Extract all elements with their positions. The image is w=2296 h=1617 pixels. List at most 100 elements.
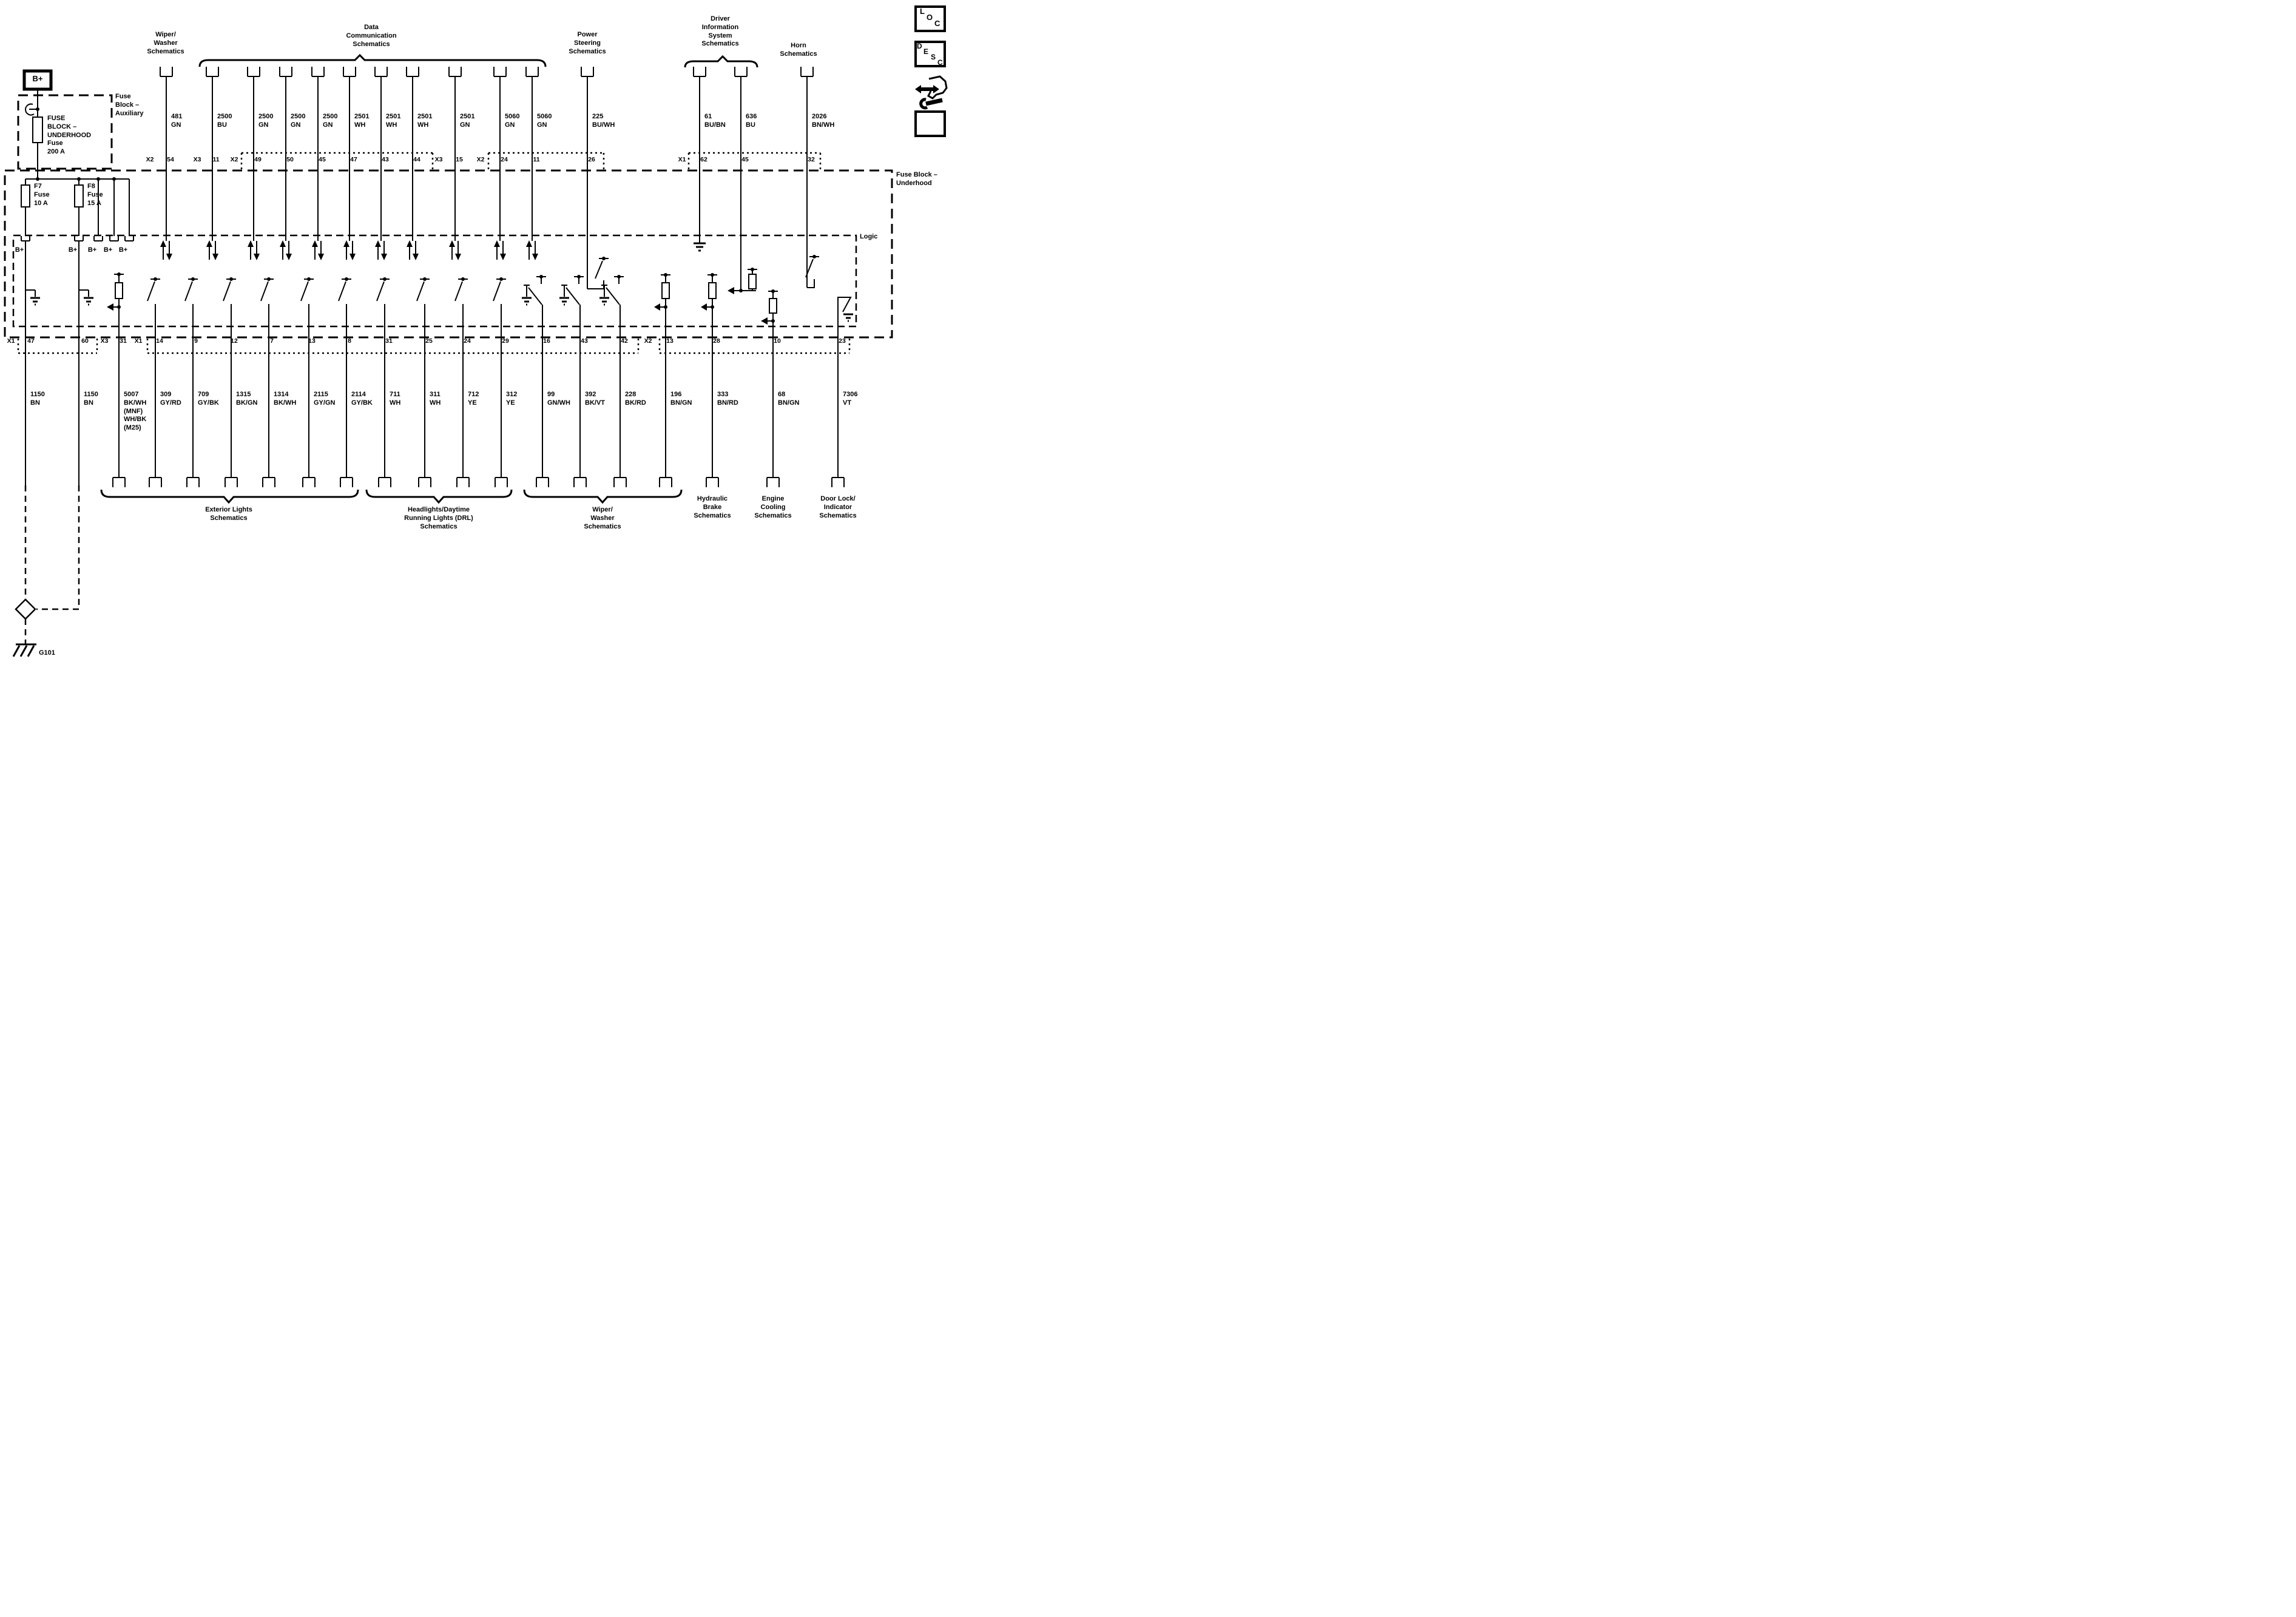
pin-label: 9 — [194, 337, 198, 345]
headlights-drl-group-label: Headlights/Daytime Running Lights (DRL) … — [404, 506, 473, 530]
junction-dot — [751, 268, 754, 271]
pin-label: X2 — [230, 156, 238, 163]
pin-label: 62 — [700, 156, 707, 163]
arrowhead — [449, 240, 455, 247]
pin-label: 7 — [270, 337, 274, 345]
schematic-nav-button[interactable] — [914, 73, 946, 105]
junction-dot — [36, 177, 39, 181]
arrowhead — [254, 254, 260, 260]
wire-label: 2115 GY/GN — [314, 391, 336, 407]
pin-label: 24 — [464, 337, 471, 345]
wiper-washer-header: Wiper/ Washer Schematics — [147, 31, 184, 55]
wire-segment — [223, 281, 231, 302]
desc-letter: C — [937, 58, 943, 67]
wire-segment — [573, 477, 587, 487]
arrowhead — [318, 254, 324, 260]
wire-segment — [124, 236, 134, 241]
desc-letter: E — [923, 47, 929, 56]
junction-dot — [191, 277, 195, 281]
component-box — [12, 234, 857, 328]
junction-dot — [154, 277, 157, 281]
junction-dot — [307, 277, 311, 281]
fuse-f8-label: F8 Fuse 15 A — [87, 183, 103, 207]
wire-segment — [376, 281, 385, 302]
junction-dot — [602, 257, 606, 260]
wire-segment — [587, 280, 604, 289]
pin-label: 32 — [808, 156, 815, 163]
pin-label: 14 — [156, 337, 163, 345]
junction-dot — [617, 275, 621, 279]
junction-dot — [383, 277, 387, 281]
wire-segment — [149, 477, 162, 487]
desc-button[interactable] — [914, 41, 946, 67]
arrowhead — [166, 254, 172, 260]
wire-segment — [495, 477, 508, 487]
horn-header: Horn Schematics — [780, 42, 817, 58]
bplus-label: B+ — [68, 246, 78, 254]
loc-letter: O — [927, 13, 933, 22]
fuse-block-aux-label: Fuse Block – Auxiliary — [115, 93, 144, 117]
junction-dot — [771, 289, 775, 293]
pin-label: X3 — [100, 337, 109, 345]
wire-label: 311 WH — [430, 391, 441, 407]
wire-segment — [454, 281, 463, 302]
wire-segment — [528, 287, 542, 305]
wire-segment — [19, 645, 28, 657]
pin-label: 43 — [581, 337, 588, 345]
wire-segment — [302, 477, 316, 487]
pin-label: 25 — [425, 337, 433, 345]
pin-label: 44 — [413, 156, 420, 163]
pin-label: 29 — [502, 337, 509, 345]
pin-label: 11 — [533, 156, 540, 163]
arrowhead — [500, 254, 506, 260]
wire-segment — [693, 67, 706, 243]
junction-dot — [711, 305, 714, 309]
junction-dot — [664, 305, 667, 309]
wire-label: 2501 WH — [417, 113, 433, 129]
wire-segment — [247, 67, 260, 241]
arrowhead — [407, 240, 413, 247]
pin-label: 16 — [543, 337, 550, 345]
pin-label: 54 — [167, 156, 174, 163]
pin-label: 15 — [456, 156, 463, 163]
junction-dot — [739, 289, 743, 292]
wire-segment — [601, 285, 607, 297]
junction-dot — [812, 255, 816, 258]
wire-label: 5007 BK/WH (MNF) WH/BK (M25) — [124, 391, 147, 431]
bplus-source-label: B+ — [32, 74, 43, 83]
pin-label: 11 — [212, 156, 220, 163]
wire-segment — [800, 67, 814, 288]
arrowhead — [160, 240, 166, 247]
wire-segment — [338, 281, 346, 302]
wire-label: 481 GN — [171, 113, 183, 129]
arrowhead — [728, 287, 734, 294]
bplus-label: B+ — [118, 246, 128, 254]
schematic-page: Wiper/ Washer Schematics Data Communicati… — [0, 0, 951, 670]
wire-segment — [606, 287, 620, 305]
junction-dot — [229, 277, 233, 281]
junction-dot — [577, 275, 581, 279]
wire-segment — [378, 477, 391, 487]
wire-label: 309 GY/RD — [160, 391, 181, 407]
wire-label: 2500 GN — [291, 113, 306, 129]
power-steering-header: Power Steering Schematics — [569, 31, 606, 55]
wire-segment — [418, 477, 431, 487]
pin-label: 49 — [254, 156, 262, 163]
next-page-button[interactable] — [914, 110, 946, 137]
wire-segment — [109, 236, 119, 241]
pin-label: 47 — [350, 156, 357, 163]
loc-letter: L — [920, 7, 925, 16]
arrowhead — [212, 254, 218, 260]
wire-label: 711 WH — [390, 391, 401, 407]
pin-label: 31 — [385, 337, 393, 345]
wire-label: 1314 BK/WH — [274, 391, 297, 407]
arrowhead — [286, 254, 292, 260]
component-box — [661, 282, 670, 299]
junction-dot — [664, 273, 667, 277]
wire-segment — [524, 285, 530, 297]
junction-dot — [117, 272, 121, 276]
arrowhead — [761, 317, 768, 325]
loc-button[interactable] — [914, 5, 946, 32]
junction-dot — [267, 277, 271, 281]
arrowhead — [915, 85, 921, 93]
